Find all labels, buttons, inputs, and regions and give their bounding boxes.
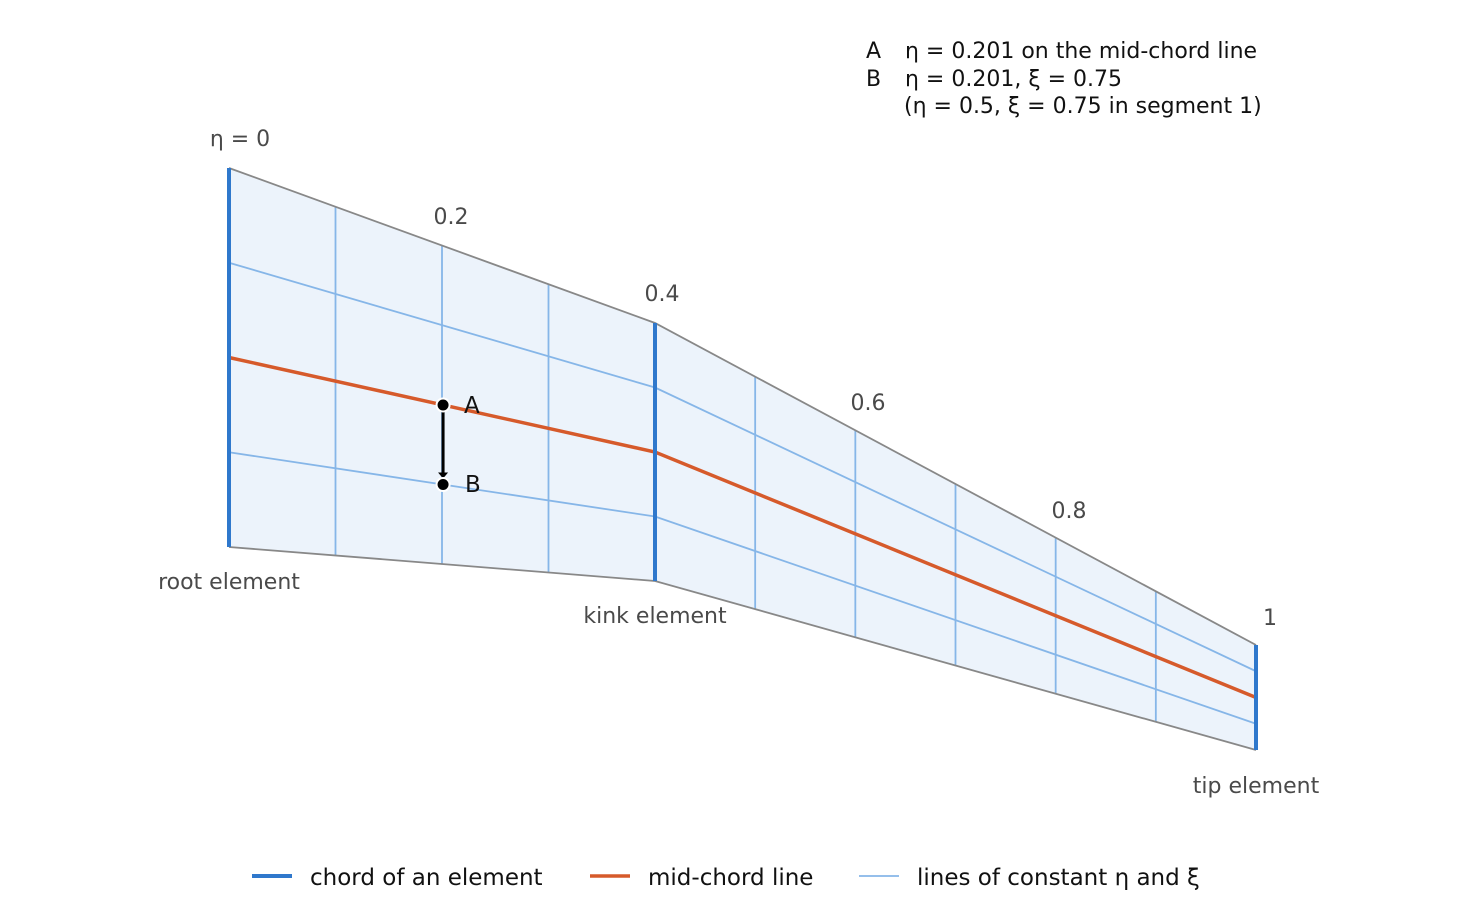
eta-label-0.4: 0.4 [645,282,680,307]
arrow-head [438,472,449,479]
point-a-marker [435,397,451,413]
a-to-b-arrow [438,411,449,479]
kink-element-label: kink element [583,604,727,629]
note-b-text: η = 0.201, ξ = 0.75 [905,67,1122,92]
note-a-key: A [866,39,881,64]
eta-label-0.8: 0.8 [1052,499,1087,524]
eta-label-0: η = 0 [210,127,270,152]
element-chords [227,168,1258,750]
eta-label-0.6: 0.6 [851,391,886,416]
eta-label-0.2: 0.2 [434,205,469,230]
note-b-subtext: (η = 0.5, ξ = 0.75 in segment 1) [904,94,1262,119]
note-a-text: η = 0.201 on the mid-chord line [905,39,1257,64]
legend-grid-label: lines of constant η and ξ [917,865,1200,891]
point-b-label: B [465,472,481,498]
point-a-label: A [464,393,480,419]
point-b-marker [435,477,451,493]
root-element-label: root element [158,570,300,595]
points [435,397,451,493]
legend: chord of an element mid-chord line lines… [252,865,1200,891]
legend-chord-label: chord of an element [310,865,543,891]
legend-mid-chord-label: mid-chord line [648,865,813,891]
tip-element-label: tip element [1193,774,1320,799]
note-b-key: B [866,67,881,92]
eta-label-1: 1 [1263,606,1277,631]
